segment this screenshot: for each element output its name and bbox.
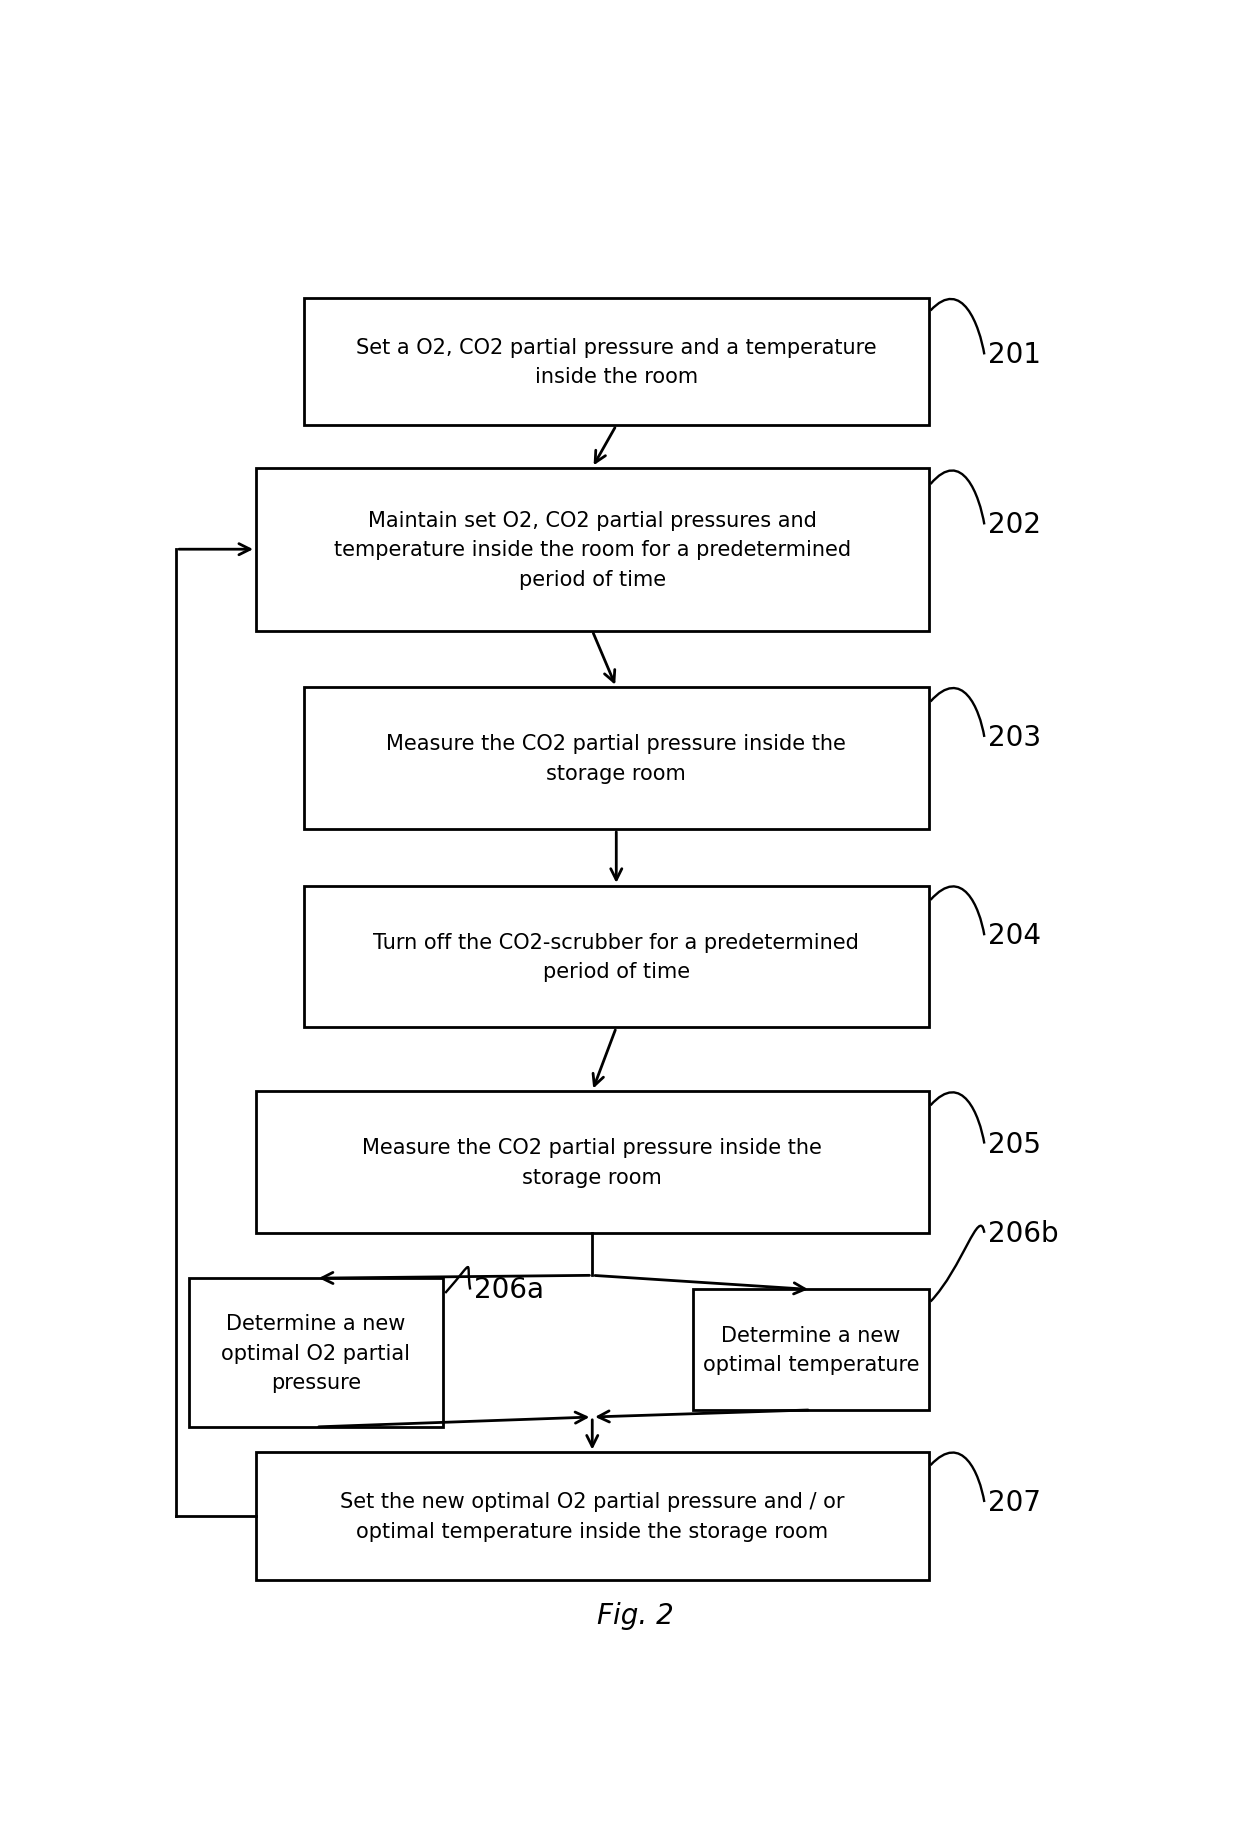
Text: 205: 205 xyxy=(988,1129,1042,1159)
Text: Set a O2, CO2 partial pressure and a temperature
inside the room: Set a O2, CO2 partial pressure and a tem… xyxy=(356,338,877,386)
Text: Determine a new
optimal temperature: Determine a new optimal temperature xyxy=(703,1326,919,1376)
Text: 207: 207 xyxy=(988,1488,1042,1515)
FancyBboxPatch shape xyxy=(304,886,929,1028)
FancyBboxPatch shape xyxy=(255,469,929,631)
Text: Determine a new
optimal O2 partial
pressure: Determine a new optimal O2 partial press… xyxy=(222,1313,410,1392)
Text: Maintain set O2, CO2 partial pressures and
temperature inside the room for a pre: Maintain set O2, CO2 partial pressures a… xyxy=(334,511,851,590)
Text: Turn off the CO2-scrubber for a predetermined
period of time: Turn off the CO2-scrubber for a predeter… xyxy=(373,932,859,982)
FancyBboxPatch shape xyxy=(255,1092,929,1234)
Text: 206a: 206a xyxy=(474,1276,544,1304)
Text: 201: 201 xyxy=(988,342,1042,370)
Text: Measure the CO2 partial pressure inside the
storage room: Measure the CO2 partial pressure inside … xyxy=(362,1138,822,1188)
FancyBboxPatch shape xyxy=(255,1453,929,1580)
FancyBboxPatch shape xyxy=(693,1289,929,1411)
Text: 202: 202 xyxy=(988,511,1042,539)
Text: 206b: 206b xyxy=(988,1219,1059,1247)
Text: 203: 203 xyxy=(988,723,1042,752)
Text: Fig. 2: Fig. 2 xyxy=(598,1602,673,1629)
Text: 204: 204 xyxy=(988,921,1042,949)
FancyBboxPatch shape xyxy=(304,688,929,829)
FancyBboxPatch shape xyxy=(304,298,929,427)
Text: Set the new optimal O2 partial pressure and / or
optimal temperature inside the : Set the new optimal O2 partial pressure … xyxy=(340,1491,844,1541)
FancyBboxPatch shape xyxy=(188,1278,444,1427)
Text: Measure the CO2 partial pressure inside the
storage room: Measure the CO2 partial pressure inside … xyxy=(387,734,846,783)
